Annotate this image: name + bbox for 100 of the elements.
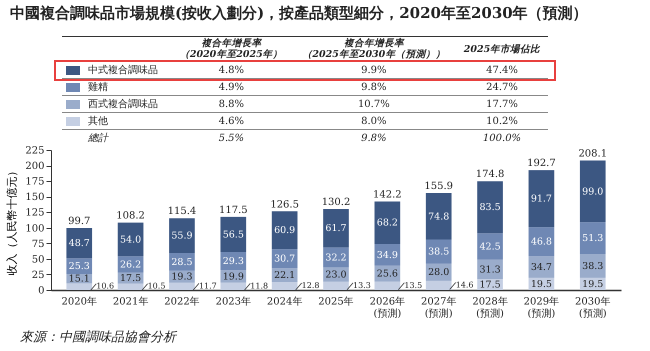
data-label: 32.2: [325, 252, 347, 264]
y-tick-label: 150: [25, 192, 44, 204]
data-label: 34.9: [376, 250, 398, 261]
data-label: 11.8: [250, 281, 268, 290]
chart-title: 中國複合調味品市場規模(按收入劃分)，按產品類型細分，2020年至2030年（預測）: [10, 4, 588, 23]
data-label: 25.6: [376, 268, 398, 280]
text: 4.6%: [170, 112, 292, 130]
legend-label: 其他: [62, 112, 171, 130]
data-label: 60.9: [274, 225, 296, 236]
data-label: 22.1: [274, 270, 296, 282]
data-label: 56.5: [222, 229, 244, 240]
data-label: 19.5: [582, 278, 604, 290]
text: 10.7%: [292, 96, 456, 112]
data-label: 38.5: [428, 246, 450, 258]
data-label: 12.8: [302, 281, 320, 290]
total-label: 208.1: [578, 148, 608, 160]
data-label: 11.7: [198, 281, 217, 290]
text: 100.0%: [456, 130, 548, 146]
text: 4.8%: [170, 62, 292, 78]
data-label: 19.5: [530, 278, 552, 290]
data-label: 91.7: [530, 194, 552, 205]
x-tick-label: 2022年: [164, 296, 200, 308]
data-label: 34.7: [530, 262, 552, 274]
x-tick-label: 2025年: [318, 296, 354, 308]
data-label: 14.6: [456, 280, 474, 290]
data-label: 68.2: [376, 218, 398, 229]
text: 24.7%: [456, 78, 548, 96]
text: 複合年增長率: [201, 38, 262, 49]
data-label: 31.3: [479, 264, 501, 276]
text: 8.8%: [170, 96, 292, 112]
data-label: 99.0: [582, 186, 604, 198]
data-label: 26.2: [120, 259, 142, 270]
x-tick-label: 2030年 (預測): [575, 296, 610, 320]
data-label: 29.3: [222, 256, 244, 268]
text: （2025年至2030年（預測））: [302, 49, 446, 60]
data-label: 25.3: [68, 261, 90, 272]
y-axis-title: 收入（人民幣十億元）: [5, 166, 18, 276]
text: 複合年增長率: [344, 38, 404, 49]
data-label: 55.9: [171, 230, 193, 242]
legend-label: 中式複合調味品: [62, 62, 171, 78]
total-label: 130.2: [322, 196, 350, 208]
y-tick-label: 0: [38, 286, 44, 296]
data-label: 23.0: [325, 270, 347, 281]
data-label: 83.5: [479, 202, 501, 214]
data-label: 30.7: [274, 254, 296, 265]
x-tick-label: 2029年 (預測): [524, 296, 560, 320]
total-label: 192.7: [527, 158, 556, 170]
x-tick-label: 2020年: [62, 296, 97, 308]
y-tick-label: 125: [25, 208, 44, 219]
data-label: 13.3: [353, 280, 371, 290]
y-tick-label: 225: [25, 146, 44, 156]
text: （2020年至2025年）: [180, 49, 283, 60]
text: 5.5%: [170, 130, 292, 146]
text: 9.8%: [292, 78, 456, 96]
data-label: 19.9: [222, 271, 244, 282]
total-label: 126.5: [270, 199, 299, 210]
text: 總計: [62, 130, 171, 146]
data-label: 46.8: [530, 236, 552, 248]
y-tick-label: 100: [25, 223, 44, 234]
data-label: 38.3: [582, 260, 604, 272]
data-label: 13.5: [404, 280, 422, 290]
x-tick-label: 2028年 (預測): [472, 296, 508, 320]
x-tick-label: 2021年: [112, 296, 148, 308]
data-label: 19.3: [171, 272, 193, 283]
total-label: 142.2: [373, 190, 402, 201]
data-label: 15.1: [68, 274, 90, 285]
data-label: 51.3: [582, 233, 604, 244]
total-label: 174.8: [476, 169, 504, 180]
data-label: 42.5: [479, 241, 501, 252]
legend-label: 西式複合調味品: [62, 96, 171, 112]
text: 9.8%: [292, 130, 456, 146]
text: 10.2%: [456, 112, 548, 130]
y-tick-label: 50: [32, 254, 44, 266]
x-tick-label: 2023年: [216, 296, 252, 308]
text: 2025年市場佔比: [456, 36, 548, 62]
data-label: 48.7: [68, 238, 90, 250]
data-label: 10.5: [148, 282, 166, 291]
total-label: 99.7: [68, 216, 90, 227]
data-label: 74.8: [428, 211, 450, 222]
total-label: 108.2: [116, 210, 145, 222]
data-label: 10.6: [96, 282, 114, 291]
text: 17.7%: [456, 96, 548, 112]
total-label: 115.4: [168, 206, 196, 218]
total-label: 155.9: [424, 180, 454, 192]
legend-label: 雞精: [62, 78, 171, 96]
x-tick-label: 2026年 (預測): [370, 296, 406, 320]
y-tick-label: 200: [25, 161, 44, 172]
data-label: 61.7: [325, 223, 347, 234]
text: 來源：中國調味品協會分析: [20, 329, 176, 346]
data-label: 28.5: [171, 256, 193, 268]
data-label: 17.5: [479, 280, 501, 291]
y-tick-label: 25: [32, 270, 44, 281]
text: 8.0%: [292, 112, 456, 130]
data-label: 54.0: [120, 234, 142, 246]
total-label: 117.5: [218, 204, 248, 216]
text: 9.9%: [292, 62, 456, 78]
y-tick-label: 75: [32, 238, 44, 250]
y-tick-label: 175: [25, 176, 44, 188]
x-tick-label: 2027年 (預測): [420, 296, 456, 320]
x-tick-label: 2024年: [266, 296, 302, 308]
